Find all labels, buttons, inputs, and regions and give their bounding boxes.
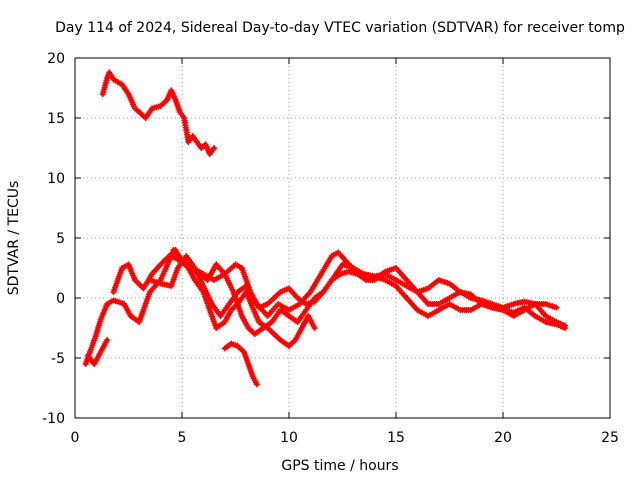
x-tick-label: 15 <box>387 430 405 446</box>
y-tick-label: -5 <box>51 351 65 367</box>
x-tick-label: 10 <box>280 430 298 446</box>
y-tick-label: 20 <box>47 51 65 67</box>
series-track-5 <box>170 247 569 337</box>
data-markers <box>82 69 569 388</box>
y-tick-label: 10 <box>47 171 65 187</box>
axis-ticks: 0 5 10 15 20 25 -10 -5 0 5 10 15 20 <box>42 51 619 446</box>
data-point <box>253 381 260 388</box>
x-tick-label: 5 <box>178 430 187 446</box>
series-track-6 <box>84 337 111 367</box>
data-point <box>311 325 318 331</box>
y-tick-label: 5 <box>56 231 65 247</box>
grid <box>75 58 610 418</box>
data-point <box>553 304 560 311</box>
data-point <box>562 322 569 329</box>
data-point <box>211 145 218 151</box>
y-tick-label: 15 <box>47 111 65 127</box>
chart-title: Day 114 of 2024, Sidereal Day-to-day VTE… <box>55 20 625 36</box>
y-tick-label: -10 <box>42 411 65 427</box>
x-axis-title: GPS time / hours <box>281 458 398 474</box>
y-tick-label: 0 <box>56 291 65 307</box>
x-tick-label: 25 <box>601 430 619 446</box>
x-tick-label: 20 <box>494 430 512 446</box>
series-track-7 <box>221 340 260 388</box>
data-point <box>104 337 111 343</box>
x-tick-label: 0 <box>71 430 80 446</box>
series-track-1 <box>99 69 218 157</box>
y-axis-title: SDTVAR / TECUs <box>6 181 22 296</box>
